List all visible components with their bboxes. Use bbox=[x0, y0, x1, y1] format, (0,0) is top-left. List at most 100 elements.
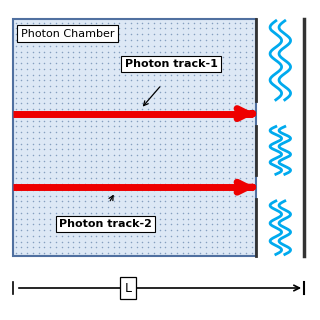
Point bbox=[169, 170, 174, 175]
Text: Photon track-1: Photon track-1 bbox=[125, 59, 218, 69]
Point bbox=[53, 141, 59, 146]
Point bbox=[203, 181, 208, 187]
Point bbox=[36, 43, 41, 48]
Point bbox=[94, 153, 99, 158]
Point bbox=[94, 210, 99, 215]
Point bbox=[13, 101, 18, 106]
Point bbox=[146, 135, 151, 140]
Point bbox=[48, 251, 53, 256]
Point bbox=[197, 112, 203, 117]
Point bbox=[71, 216, 76, 221]
Point bbox=[249, 49, 254, 54]
Point bbox=[48, 95, 53, 100]
Point bbox=[249, 107, 254, 112]
Point bbox=[209, 158, 214, 164]
Point bbox=[209, 239, 214, 244]
Point bbox=[220, 199, 226, 204]
Point bbox=[140, 245, 145, 250]
Point bbox=[48, 204, 53, 210]
Point bbox=[111, 43, 116, 48]
Point bbox=[59, 216, 64, 221]
Point bbox=[140, 55, 145, 60]
Point bbox=[111, 107, 116, 112]
Point bbox=[180, 176, 185, 181]
Point bbox=[25, 228, 30, 233]
Point bbox=[100, 135, 105, 140]
Point bbox=[76, 187, 82, 192]
Point bbox=[76, 164, 82, 169]
Point bbox=[123, 55, 128, 60]
Point bbox=[232, 124, 237, 129]
Point bbox=[71, 170, 76, 175]
Point bbox=[220, 66, 226, 71]
Point bbox=[100, 55, 105, 60]
Point bbox=[232, 245, 237, 250]
Point bbox=[163, 107, 168, 112]
Point bbox=[174, 181, 180, 187]
Point bbox=[111, 204, 116, 210]
Point bbox=[42, 245, 47, 250]
Point bbox=[134, 95, 139, 100]
Point bbox=[203, 170, 208, 175]
Point bbox=[134, 32, 139, 37]
Point bbox=[169, 164, 174, 169]
Point bbox=[117, 228, 122, 233]
Point bbox=[13, 55, 18, 60]
Point bbox=[134, 89, 139, 94]
Point bbox=[100, 32, 105, 37]
Point bbox=[238, 199, 243, 204]
Point bbox=[105, 78, 110, 83]
Point bbox=[146, 118, 151, 123]
Point bbox=[128, 49, 133, 54]
Point bbox=[174, 164, 180, 169]
Point bbox=[19, 32, 24, 37]
Point bbox=[203, 176, 208, 181]
Point bbox=[249, 37, 254, 43]
Point bbox=[25, 233, 30, 238]
Point bbox=[13, 49, 18, 54]
Point bbox=[238, 170, 243, 175]
Point bbox=[180, 49, 185, 54]
Point bbox=[71, 193, 76, 198]
Point bbox=[134, 245, 139, 250]
Point bbox=[226, 32, 231, 37]
Point bbox=[215, 89, 220, 94]
Point bbox=[82, 181, 87, 187]
Point bbox=[123, 72, 128, 77]
Point bbox=[128, 101, 133, 106]
Point bbox=[65, 245, 70, 250]
Point bbox=[13, 239, 18, 244]
Point bbox=[88, 112, 93, 117]
Point bbox=[151, 118, 156, 123]
Point bbox=[140, 32, 145, 37]
Point bbox=[13, 193, 18, 198]
Point bbox=[76, 95, 82, 100]
Point bbox=[215, 181, 220, 187]
Point bbox=[88, 147, 93, 152]
Point bbox=[215, 170, 220, 175]
Point bbox=[82, 60, 87, 66]
Point bbox=[53, 55, 59, 60]
Point bbox=[105, 181, 110, 187]
Point bbox=[186, 124, 191, 129]
Point bbox=[174, 66, 180, 71]
Point bbox=[42, 72, 47, 77]
Point bbox=[117, 89, 122, 94]
Point bbox=[169, 245, 174, 250]
Point bbox=[146, 164, 151, 169]
Point bbox=[140, 176, 145, 181]
Point bbox=[140, 130, 145, 135]
Point bbox=[192, 118, 197, 123]
Point bbox=[25, 95, 30, 100]
Point bbox=[117, 141, 122, 146]
Point bbox=[65, 187, 70, 192]
Point bbox=[111, 124, 116, 129]
Point bbox=[238, 245, 243, 250]
Point bbox=[134, 193, 139, 198]
Point bbox=[19, 107, 24, 112]
Point bbox=[249, 233, 254, 238]
Point bbox=[30, 32, 36, 37]
Point bbox=[117, 26, 122, 31]
Point bbox=[48, 60, 53, 66]
Point bbox=[76, 239, 82, 244]
